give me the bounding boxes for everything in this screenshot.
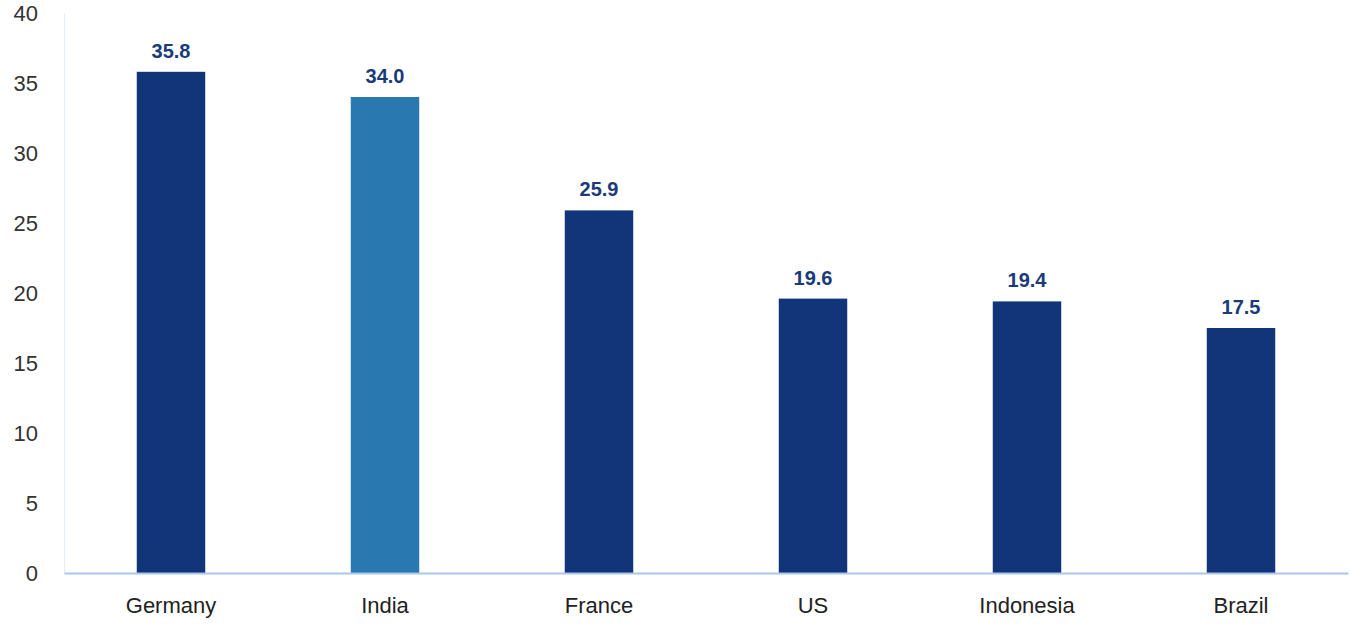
x-tick: Brazil: [1213, 573, 1268, 618]
data-label: 19.6: [794, 267, 833, 289]
y-tick: 5: [26, 491, 64, 516]
bars: [137, 72, 1275, 573]
y-tick: 30: [14, 141, 64, 166]
x-tick-label: Brazil: [1213, 593, 1268, 618]
y-tick-label: 15: [14, 351, 38, 376]
y-tick-label: 10: [14, 421, 38, 446]
y-tick-label: 20: [14, 281, 38, 306]
y-tick: 10: [14, 421, 64, 446]
data-label: 34.0: [366, 65, 405, 87]
y-tick-label: 40: [14, 1, 38, 26]
data-label: 19.4: [1008, 269, 1048, 291]
x-tick-label: Indonesia: [979, 593, 1075, 618]
bar: [351, 97, 419, 573]
x-tick-label: Germany: [126, 593, 216, 618]
x-tick-label: France: [565, 593, 633, 618]
y-tick-label: 35: [14, 71, 38, 96]
y-tick: 0: [26, 561, 64, 586]
y-tick: 40: [14, 1, 64, 26]
y-axis-line: [64, 14, 65, 574]
bar: [779, 299, 847, 573]
data-label: 35.8: [152, 40, 191, 62]
x-tick: Germany: [126, 573, 216, 618]
bar: [993, 301, 1061, 573]
y-tick-label: 30: [14, 141, 38, 166]
x-tick-label: US: [798, 593, 829, 618]
x-tick: France: [565, 573, 633, 618]
chart: 0 5 10 15 20 25 30 35 40 Germany India France US Indo…: [0, 0, 1350, 625]
bar: [1207, 328, 1275, 573]
y-tick: 20: [14, 281, 64, 306]
y-tick-label: 0: [26, 561, 38, 586]
bar: [137, 72, 205, 573]
y-tick-label: 25: [14, 211, 38, 236]
bar: [565, 210, 633, 573]
x-axis-line: [65, 573, 1349, 575]
x-tick: US: [798, 573, 829, 618]
x-tick: Indonesia: [979, 573, 1075, 618]
x-tick-label: India: [361, 593, 409, 618]
x-axis: Germany India France US Indonesia Brazil: [65, 573, 1349, 618]
y-tick: 35: [14, 71, 64, 96]
data-labels: 35.8 34.0 25.9 19.6 19.4 17.5: [152, 40, 1261, 318]
y-tick: 15: [14, 351, 64, 376]
y-tick-label: 5: [26, 491, 38, 516]
data-label: 17.5: [1222, 296, 1261, 318]
y-axis: 0 5 10 15 20 25 30 35 40: [14, 1, 65, 586]
y-tick: 25: [14, 211, 64, 236]
x-tick: India: [361, 573, 409, 618]
data-label: 25.9: [580, 178, 619, 200]
